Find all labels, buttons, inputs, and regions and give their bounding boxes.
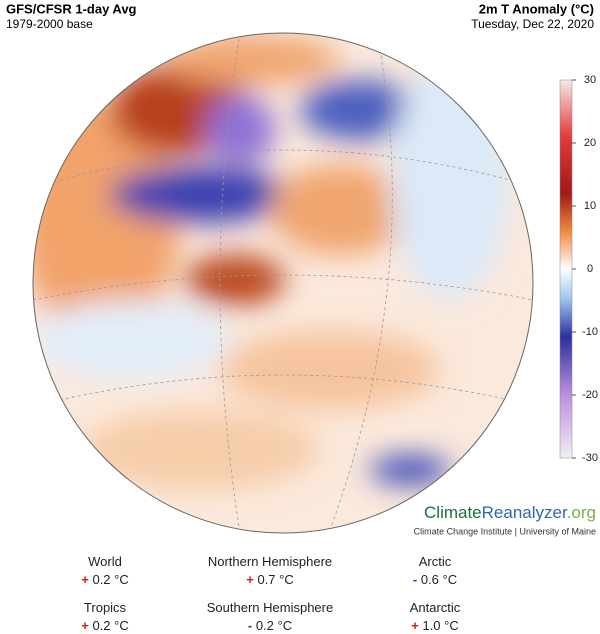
stat-value-row: + 0.2 °C: [20, 571, 190, 589]
brand: ClimateReanalyzer.org: [424, 503, 596, 522]
stat-sign: -: [247, 618, 253, 633]
colorbar-tick-label: 30: [584, 74, 596, 86]
stat-value-row: + 1.0 °C: [350, 617, 520, 634]
colorbar-tick-label: -10: [582, 326, 598, 338]
colorbar-tick-label: -30: [582, 452, 598, 464]
colorbar: [559, 79, 573, 459]
stat-value: 0.2 °C: [92, 618, 129, 633]
brand-a: Climate: [424, 503, 482, 522]
credit: Climate Change Institute | University of…: [414, 526, 596, 536]
stat-value: 0.6 °C: [420, 572, 458, 587]
map-figure: GFS/CFSR 1-day Avg 1979-2000 base 2m T A…: [6, 1, 598, 536]
stat-label: Tropics: [83, 600, 127, 615]
stat: Southern Hemisphere - 0.2 °C: [185, 599, 355, 634]
stat-label: Southern Hemisphere: [206, 600, 334, 615]
stat-label: Antarctic: [409, 600, 461, 615]
stat-sign: +: [81, 572, 89, 587]
brand-c: .org: [567, 503, 596, 522]
stat-value-row: - 0.6 °C: [350, 571, 520, 589]
stat-label: World: [88, 554, 122, 569]
stat-label-row: Tropics: [20, 599, 190, 617]
colorbar-tick-label: 10: [584, 200, 596, 212]
stat-label-row: World: [20, 553, 190, 571]
stat-sign: +: [246, 572, 254, 587]
stat: Antarctic + 1.0 °C: [350, 599, 520, 634]
stat-sign: +: [81, 618, 89, 633]
stat-label: Arctic: [418, 554, 452, 569]
stat: Arctic - 0.6 °C: [350, 553, 520, 589]
colorbar-ticks: 30 20 10 0 -10 -20 -30: [572, 74, 598, 464]
stat-sign: +: [411, 618, 419, 633]
stat-label-row: Antarctic: [350, 599, 520, 617]
title-right: 2m T Anomaly (°C): [479, 1, 594, 16]
stat: Northern Hemisphere + 0.7 °C: [185, 553, 355, 589]
stat-label-row: Southern Hemisphere: [185, 599, 355, 617]
stat: Tropics + 0.2 °C: [20, 599, 190, 634]
stat-label-row: Arctic: [350, 553, 520, 571]
stat-value-row: + 0.7 °C: [185, 571, 355, 589]
colorbar-tick-label: 20: [584, 137, 596, 149]
stat-value: 0.2 °C: [255, 618, 293, 633]
stat-value: 1.0 °C: [422, 618, 459, 633]
colorbar-tick-label: -20: [582, 389, 598, 401]
stat-sign: -: [412, 572, 418, 587]
brand-b: Reanalyzer: [482, 503, 568, 522]
stat-value-row: - 0.2 °C: [185, 617, 355, 634]
stat-value: 0.2 °C: [92, 572, 129, 587]
stat: World + 0.2 °C: [20, 553, 190, 589]
stat-value: 0.7 °C: [257, 572, 294, 587]
colorbar-tick-label: 0: [587, 263, 593, 275]
subtitle-left: 1979-2000 base: [6, 17, 93, 31]
subtitle-right: Tuesday, Dec 22, 2020: [471, 17, 594, 31]
stat-label: Northern Hemisphere: [207, 554, 333, 569]
title-left: GFS/CFSR 1-day Avg: [6, 1, 137, 16]
stat-value-row: + 0.2 °C: [20, 617, 190, 634]
globe: [33, 33, 533, 533]
stat-label-row: Northern Hemisphere: [185, 553, 355, 571]
